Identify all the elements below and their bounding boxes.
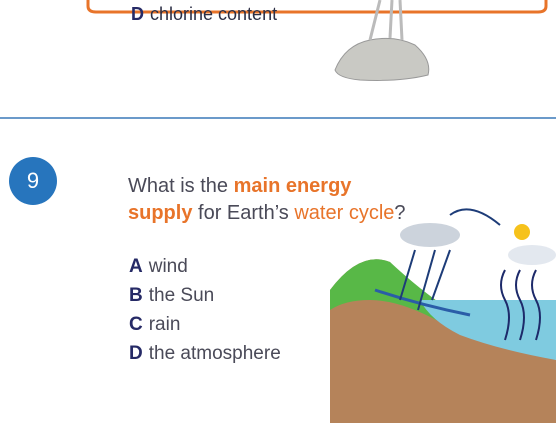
- option-text: the atmosphere: [149, 343, 281, 364]
- text: What is the: [128, 175, 228, 197]
- option-letter: A: [129, 256, 143, 277]
- text: for Earth’s: [198, 202, 289, 224]
- page: Dchlorine content 9 What is the main ene…: [0, 0, 556, 423]
- option-text: chlorine content: [150, 4, 277, 24]
- option-letter: C: [129, 314, 143, 335]
- option-text: rain: [149, 314, 181, 335]
- option-letter: B: [129, 285, 143, 306]
- option-letter: D: [129, 343, 143, 364]
- option-text: wind: [149, 256, 188, 277]
- highlight: water cycle: [294, 202, 394, 224]
- question-number: 9: [9, 168, 57, 194]
- question-text: What is the main energy supply for Earth…: [128, 173, 408, 227]
- text: ?: [394, 202, 405, 224]
- water-cycle-image: [330, 209, 556, 423]
- option-text: the Sun: [149, 285, 215, 306]
- option-letter: D: [131, 4, 144, 24]
